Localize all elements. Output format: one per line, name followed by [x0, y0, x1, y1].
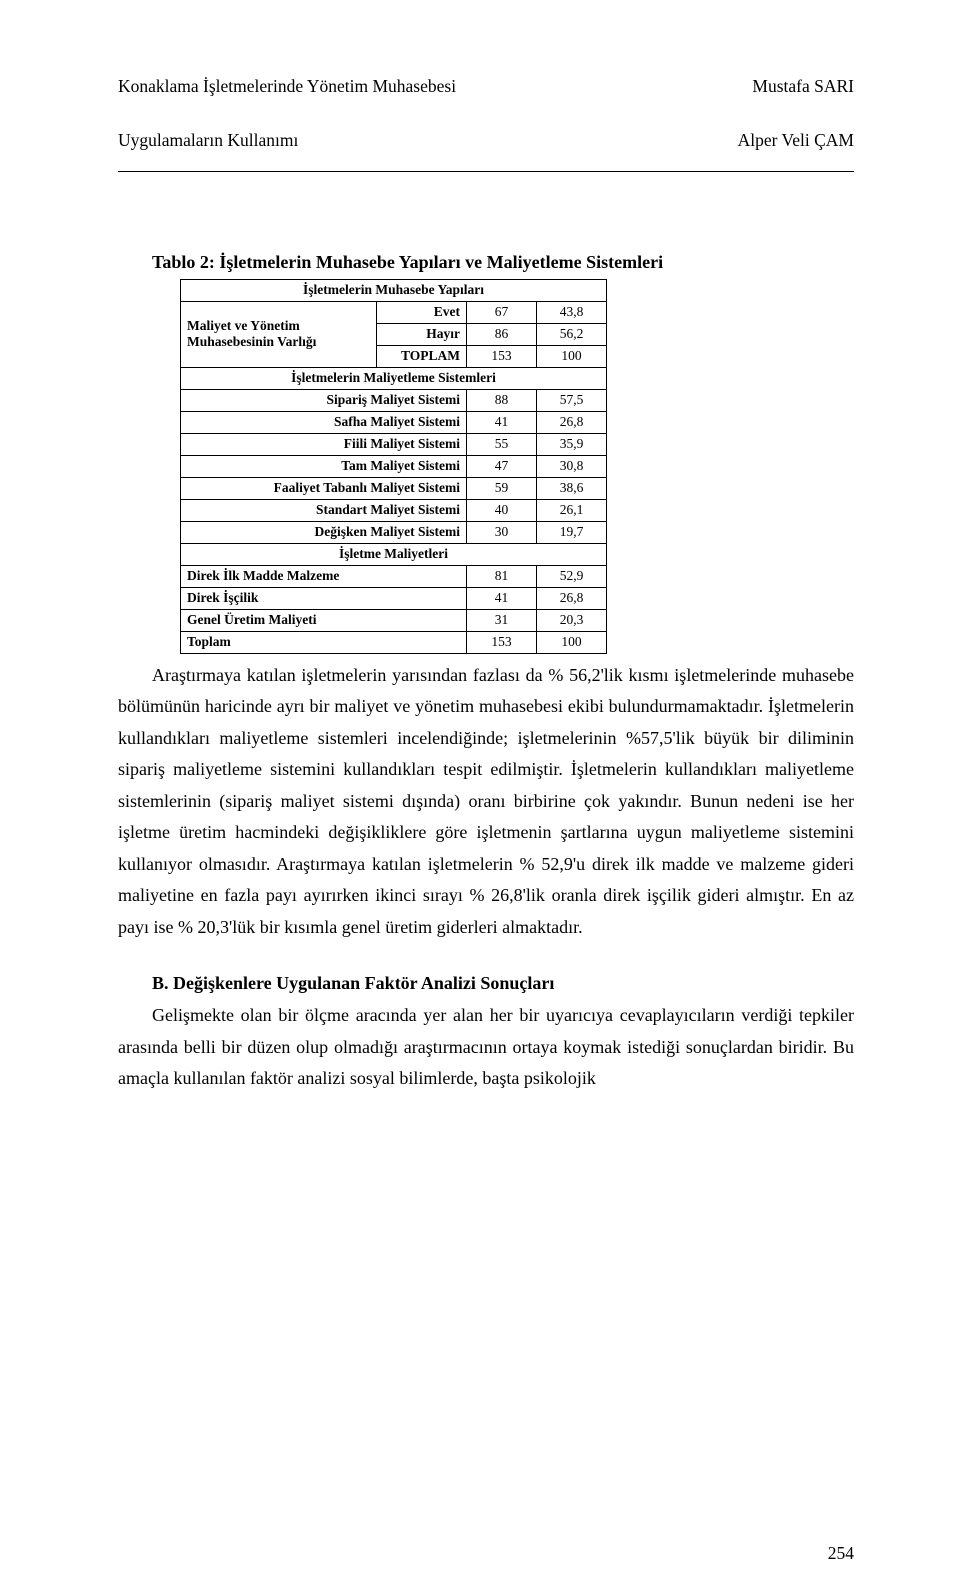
row-safha-v1: 41 [467, 411, 537, 433]
row-standart-label: Standart Maliyet Sistemi [181, 499, 467, 521]
row-hayir-label: Hayır [377, 323, 467, 345]
group-label: Maliyet ve Yönetim Muhasebesinin Varlığı [181, 301, 377, 367]
row-toplam2-v2: 100 [537, 631, 607, 653]
row-direkiscilik-v1: 41 [467, 587, 537, 609]
table-section-3: İşletme Maliyetleri [181, 543, 607, 565]
header-left-line2: Uygulamaların Kullanımı [118, 130, 298, 150]
row-tam-v2: 30,8 [537, 455, 607, 477]
row-degisken-v1: 30 [467, 521, 537, 543]
paragraph-1: Araştırmaya katılan işletmelerin yarısın… [118, 660, 854, 944]
row-siparis-v1: 88 [467, 389, 537, 411]
running-header: Konaklama İşletmelerinde Yönetim Muhaseb… [118, 46, 854, 155]
row-direkiscilik-v2: 26,8 [537, 587, 607, 609]
header-rule [118, 171, 854, 172]
row-faaliyet-v1: 59 [467, 477, 537, 499]
row-degisken-label: Değişken Maliyet Sistemi [181, 521, 467, 543]
row-siparis-v2: 57,5 [537, 389, 607, 411]
group-label-l1: Maliyet ve Yönetim [187, 318, 300, 333]
row-tam-label: Tam Maliyet Sistemi [181, 455, 467, 477]
row-genel-v1: 31 [467, 609, 537, 631]
table-section-1: İşletmelerin Muhasebe Yapıları [181, 279, 607, 301]
row-standart-v2: 26,1 [537, 499, 607, 521]
row-evet-label: Evet [377, 301, 467, 323]
row-direkiscilik-label: Direk İşçilik [181, 587, 467, 609]
row-safha-label: Safha Maliyet Sistemi [181, 411, 467, 433]
row-evet-v1: 67 [467, 301, 537, 323]
table-2: İşletmelerin Muhasebe Yapıları Maliyet v… [180, 279, 607, 654]
header-right-line1: Mustafa SARI [752, 76, 854, 96]
row-toplam2-v1: 153 [467, 631, 537, 653]
header-left: Konaklama İşletmelerinde Yönetim Muhaseb… [118, 46, 456, 155]
row-tam-v1: 47 [467, 455, 537, 477]
row-faaliyet-label: Faaliyet Tabanlı Maliyet Sistemi [181, 477, 467, 499]
page: Konaklama İşletmelerinde Yönetim Muhaseb… [0, 0, 960, 1594]
row-hayir-v1: 86 [467, 323, 537, 345]
section-b-heading: B. Değişkenlere Uygulanan Faktör Analizi… [152, 973, 854, 994]
row-hayir-v2: 56,2 [537, 323, 607, 345]
row-safha-v2: 26,8 [537, 411, 607, 433]
row-direkilk-label: Direk İlk Madde Malzeme [181, 565, 467, 587]
header-right: Mustafa SARI Alper Veli ÇAM [738, 46, 854, 155]
row-siparis-label: Sipariş Maliyet Sistemi [181, 389, 467, 411]
row-toplam1-v1: 153 [467, 345, 537, 367]
row-fiili-v1: 55 [467, 433, 537, 455]
paragraph-2: Gelişmekte olan bir ölçme aracında yer a… [118, 1000, 854, 1095]
row-evet-v2: 43,8 [537, 301, 607, 323]
table-section-2: İşletmelerin Maliyetleme Sistemleri [181, 367, 607, 389]
row-toplam1-v2: 100 [537, 345, 607, 367]
page-number: 254 [828, 1543, 854, 1564]
body-text-block-2: Gelişmekte olan bir ölçme aracında yer a… [118, 1000, 854, 1095]
row-toplam2-label: Toplam [181, 631, 467, 653]
table-2-title: Tablo 2: İşletmelerin Muhasebe Yapıları … [152, 252, 854, 273]
header-right-line2: Alper Veli ÇAM [738, 130, 854, 150]
body-text-block-1: Araştırmaya katılan işletmelerin yarısın… [118, 660, 854, 944]
row-direkilk-v1: 81 [467, 565, 537, 587]
row-genel-label: Genel Üretim Maliyeti [181, 609, 467, 631]
row-fiili-label: Fiili Maliyet Sistemi [181, 433, 467, 455]
group-label-l2: Muhasebesinin Varlığı [187, 334, 316, 349]
row-faaliyet-v2: 38,6 [537, 477, 607, 499]
row-degisken-v2: 19,7 [537, 521, 607, 543]
row-toplam1-label: TOPLAM [377, 345, 467, 367]
header-left-line1: Konaklama İşletmelerinde Yönetim Muhaseb… [118, 76, 456, 96]
row-direkilk-v2: 52,9 [537, 565, 607, 587]
row-standart-v1: 40 [467, 499, 537, 521]
row-fiili-v2: 35,9 [537, 433, 607, 455]
row-genel-v2: 20,3 [537, 609, 607, 631]
